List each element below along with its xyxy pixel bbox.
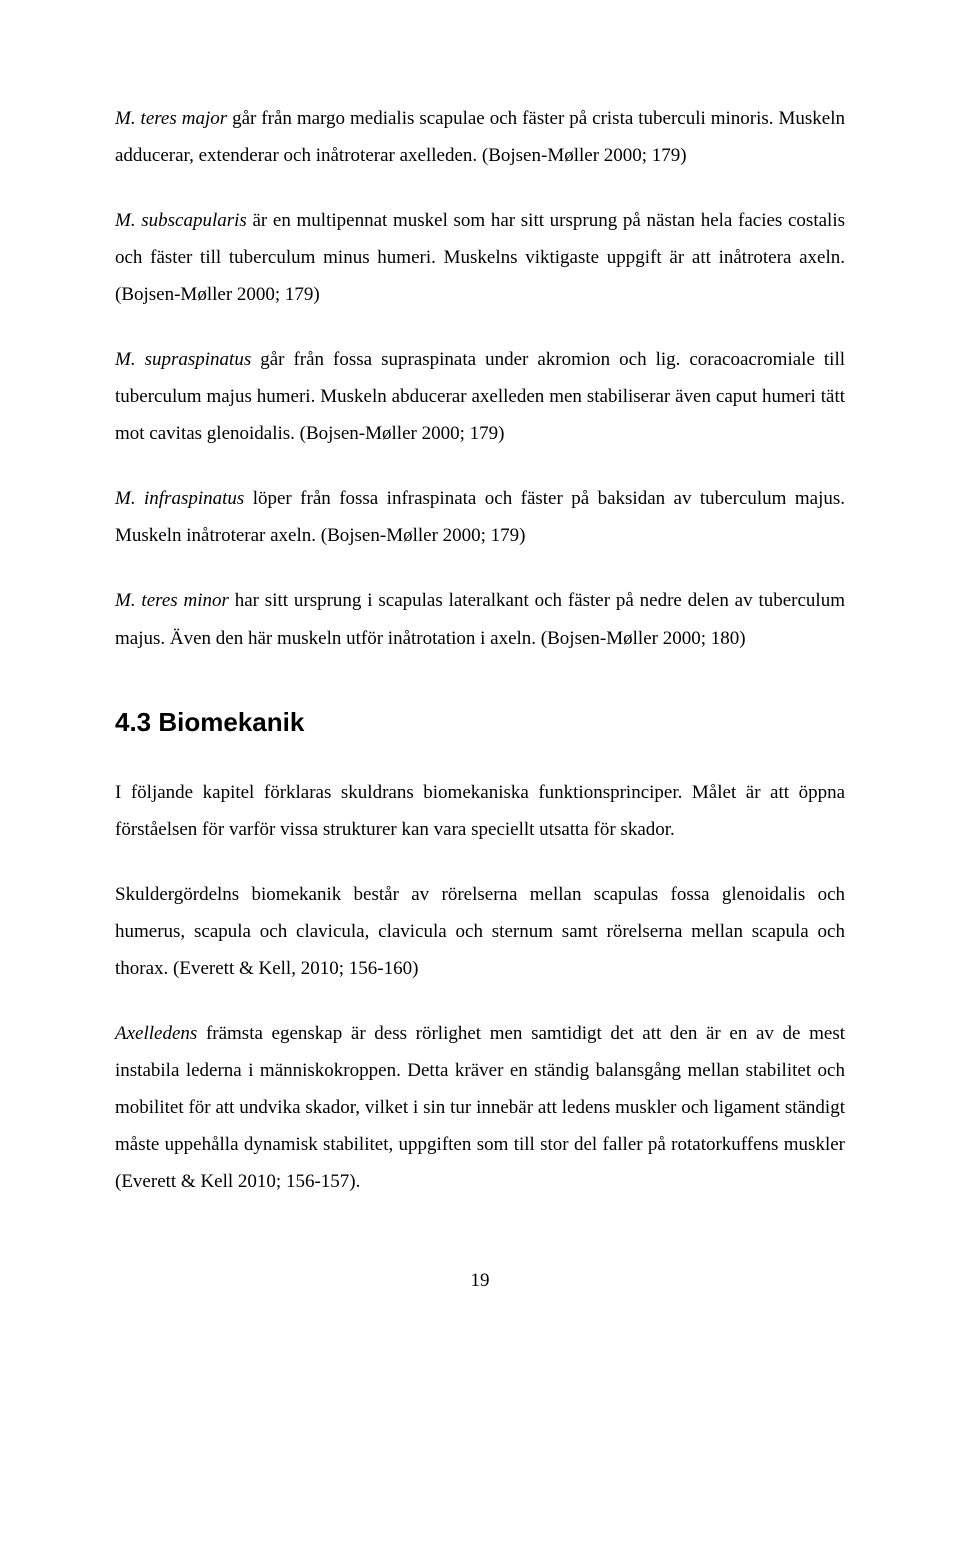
muscle-name: M. infraspinatus: [115, 488, 244, 509]
muscle-name: M. teres minor: [115, 590, 229, 611]
muscle-name: M. subscapularis: [115, 210, 247, 231]
page-number: 19: [115, 1270, 845, 1292]
paragraph-text: främsta egenskap är dess rörlighet men s…: [115, 1023, 845, 1192]
paragraph-subscapularis: M. subscapularis är en multipennat muske…: [115, 202, 845, 313]
muscle-name: M. supraspinatus: [115, 349, 251, 370]
paragraph-supraspinatus: M. supraspinatus går från fossa supraspi…: [115, 341, 845, 452]
paragraph-biomek-girdle: Skuldergördelns biomekanik består av rör…: [115, 876, 845, 987]
paragraph-infraspinatus: M. infraspinatus löper från fossa infras…: [115, 480, 845, 554]
muscle-name: M. teres major: [115, 108, 227, 129]
paragraph-teres-minor: M. teres minor har sitt ursprung i scapu…: [115, 582, 845, 656]
paragraph-biomek-axelleden: Axelledens främsta egenskap är dess rörl…: [115, 1015, 845, 1200]
term-axelledens: Axelledens: [115, 1023, 197, 1044]
paragraph-biomek-intro: I följande kapitel förklaras skuldrans b…: [115, 774, 845, 848]
paragraph-teres-major: M. teres major går från margo medialis s…: [115, 100, 845, 174]
section-heading-biomekanik: 4.3 Biomekanik: [115, 707, 845, 738]
document-page: M. teres major går från margo medialis s…: [0, 0, 960, 1352]
